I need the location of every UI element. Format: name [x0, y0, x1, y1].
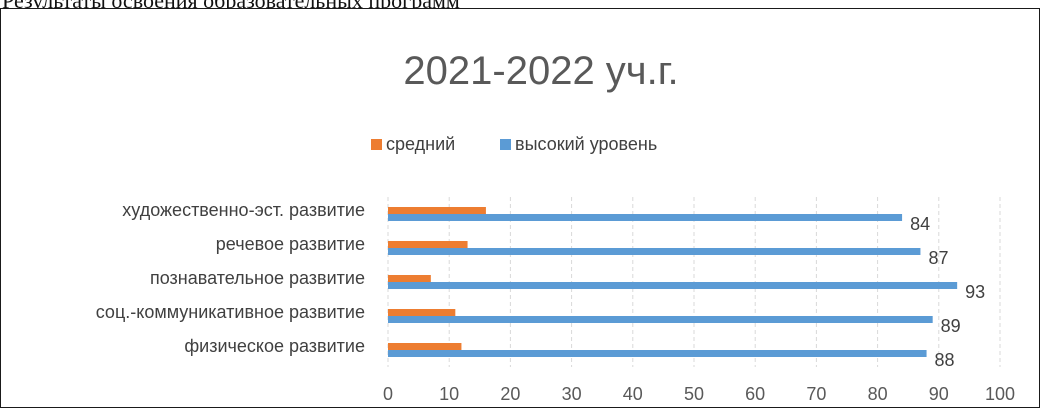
- x-tick-50: 50: [684, 384, 704, 404]
- x-tick-10: 10: [439, 384, 459, 404]
- x-tick-90: 90: [929, 384, 949, 404]
- bar-высокий-уровень-физическое-развитие: [388, 350, 927, 357]
- legend-swatch-высокий-уровень: [500, 139, 511, 150]
- category-label-речевое-развитие: речевое развитие: [216, 234, 365, 254]
- data-label-речевое-развитие: 87: [928, 248, 948, 268]
- bar-средний-речевое-развитие: [388, 241, 468, 248]
- chart-legend: средний высокий уровень: [371, 134, 657, 154]
- x-tick-60: 60: [745, 384, 765, 404]
- x-tick-100: 100: [985, 384, 1015, 404]
- x-tick-0: 0: [383, 384, 393, 404]
- bar-высокий-уровень-художественно-эст-развитие: [388, 214, 903, 221]
- bar-высокий-уровень-речевое-развитие: [388, 248, 921, 255]
- bar-высокий-уровень-познавательное-развитие: [388, 282, 958, 289]
- data-label-художественно-эст-развитие: 84: [910, 214, 930, 234]
- category-label-соц-коммуникативное-развитие: соц.-коммуникативное развитие: [96, 302, 365, 322]
- x-axis-ticks: 0 10 20 30 40 50 60 70 80 90 100: [383, 384, 1015, 404]
- data-label-познавательное-развитие: 93: [965, 282, 985, 302]
- x-tick-40: 40: [623, 384, 643, 404]
- category-label-физическое-развитие: физическое развитие: [184, 336, 365, 356]
- data-label-физическое-развитие: 88: [935, 350, 955, 370]
- legend-label-средний: средний: [386, 134, 455, 154]
- bar-chart: 2021-2022 уч.г. средний высокий уровень ф…: [96, 49, 1015, 404]
- data-label-соц-коммуникативное-развитие: 89: [941, 316, 961, 336]
- x-tick-80: 80: [868, 384, 888, 404]
- x-tick-70: 70: [806, 384, 826, 404]
- legend-label-высокий-уровень: высокий уровень: [515, 134, 657, 154]
- category-label-познавательное-развитие: познавательное развитие: [150, 268, 365, 288]
- bar-средний-художественно-эст-развитие: [388, 207, 486, 214]
- bar-средний-соц-коммуникативное-развитие: [388, 309, 456, 316]
- x-tick-30: 30: [562, 384, 582, 404]
- x-tick-20: 20: [500, 384, 520, 404]
- chart-title: 2021-2022 уч.г.: [403, 49, 678, 93]
- category-label-художественно-эст-развитие: художественно-эст. развитие: [122, 200, 365, 220]
- legend-swatch-средний: [371, 139, 382, 150]
- bar-средний-физическое-развитие: [388, 343, 462, 350]
- chart-frame: 2021-2022 уч.г. средний высокий уровень ф…: [0, 8, 1040, 408]
- category-labels: физическое развитие соц.-коммуникативное …: [96, 200, 365, 356]
- bar-высокий-уровень-соц-коммуникативное-развитие: [388, 316, 933, 323]
- chart-bars: [388, 207, 958, 357]
- bar-средний-познавательное-развитие: [388, 275, 431, 282]
